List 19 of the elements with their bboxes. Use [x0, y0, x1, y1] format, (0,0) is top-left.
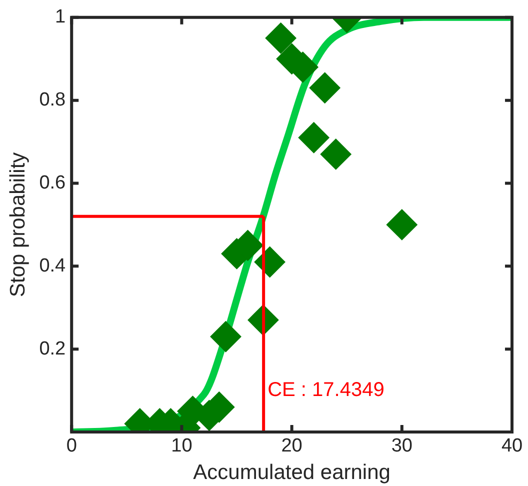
y-axis-title: Stop probability [6, 152, 30, 298]
y-tick-label: 0.4 [39, 255, 66, 276]
ref-line-label: CE : 17.4349 [268, 379, 384, 402]
point [210, 321, 242, 352]
y-tick-label: 0.8 [39, 90, 66, 111]
x-tick-label: 40 [501, 436, 523, 457]
point [298, 122, 330, 154]
point [309, 72, 340, 104]
point [320, 138, 352, 170]
y-tick-label: 0.6 [39, 172, 66, 194]
x-tick-label: 10 [171, 436, 192, 457]
x-tick-label: 20 [281, 436, 302, 457]
point [265, 22, 296, 54]
x-tick-label: 0 [66, 436, 77, 457]
x-tick-label: 30 [391, 436, 412, 457]
y-tick-label: 0.2 [39, 338, 66, 360]
point [386, 209, 418, 240]
x-axis-title: Accumulated earning [193, 461, 390, 484]
y-tick-label: 1 [55, 6, 66, 28]
